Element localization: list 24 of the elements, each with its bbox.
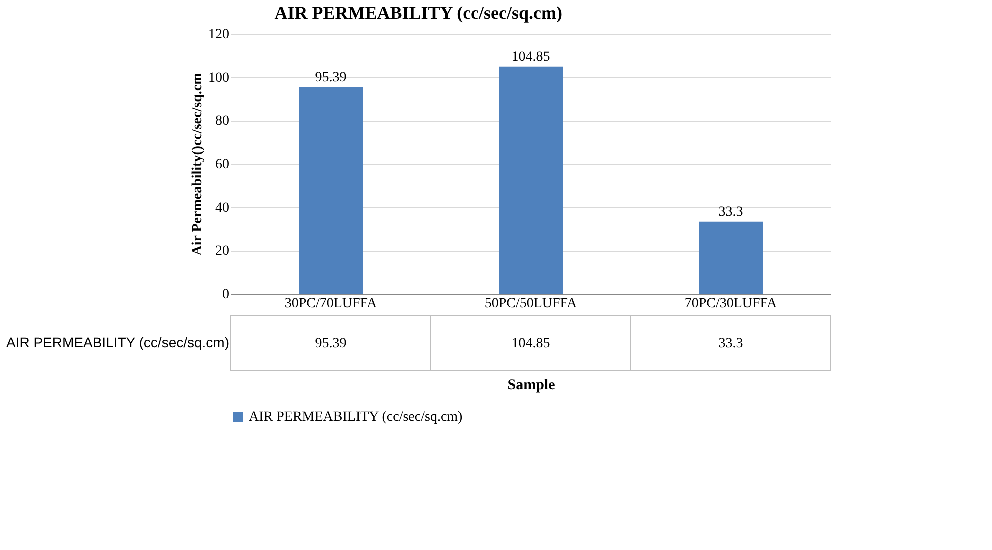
bar xyxy=(699,222,763,294)
text: 104.85 xyxy=(512,336,550,352)
x-axis-title: Sample xyxy=(508,378,556,394)
y-tick-label: 40 xyxy=(216,200,230,216)
y-tick-label: 20 xyxy=(216,244,230,260)
text: 95.39 xyxy=(315,336,347,352)
x-tick-label: 30PC/70LUFFA xyxy=(284,296,378,312)
data-label: 95.39 xyxy=(315,70,347,86)
x-tick-label: 70PC/30LUFFA xyxy=(684,296,778,312)
y-tick-label: 100 xyxy=(208,70,230,86)
x-tick-label: 50PC/50LUFFA xyxy=(484,296,578,312)
bar xyxy=(499,66,563,294)
y-tick-label: 120 xyxy=(208,28,230,42)
y-tick-label: 60 xyxy=(216,158,230,172)
legend-label: AIR PERMEABILITY (cc/sec/sq.cm) xyxy=(249,410,464,425)
text: 33.3 xyxy=(718,336,744,352)
text: AIR PERMEABILITY (cc/sec/sq.cm) xyxy=(6,334,230,350)
y-tick-label: 0 xyxy=(222,288,230,302)
bar xyxy=(299,87,363,294)
y-axis-title: Air Permeability()cc/sec/sq.cm xyxy=(190,72,206,256)
data-label: 104.85 xyxy=(512,50,550,65)
chart-title: AIR PERMEABILITY (cc/sec/sq.cm) xyxy=(274,3,563,23)
data-label: 33.3 xyxy=(718,204,744,220)
y-tick-label: 80 xyxy=(216,114,230,130)
